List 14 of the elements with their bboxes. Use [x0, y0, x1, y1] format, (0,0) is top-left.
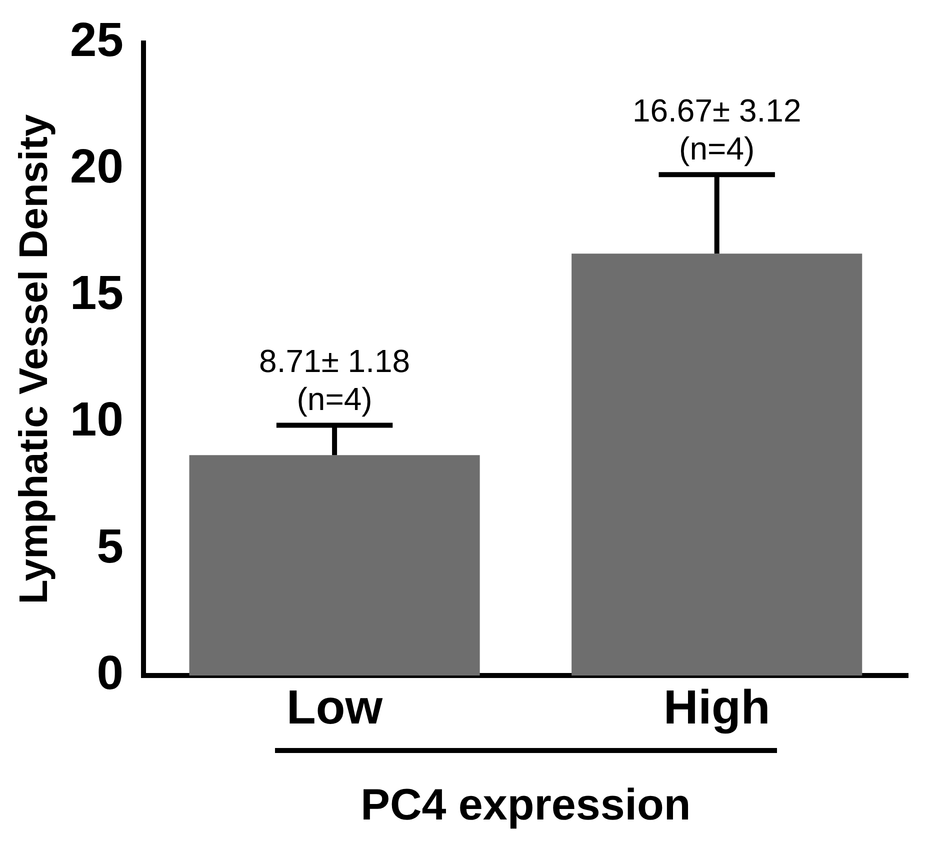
- annotation: (n=4): [679, 130, 755, 167]
- y-axis-title: Lymphatic Vessel Density: [12, 114, 56, 604]
- annotation: (n=4): [296, 381, 372, 418]
- y-tick-label: 5: [96, 520, 124, 574]
- annotation: 16.67± 3.12: [632, 92, 802, 129]
- x-tick-label: Low: [286, 682, 384, 735]
- y-tick-label: 20: [70, 140, 124, 194]
- annotation: 8.71± 1.18: [259, 343, 410, 380]
- y-tick-label: 15: [70, 267, 124, 320]
- y-tick-label: 25: [70, 14, 124, 68]
- x-axis-title: PC4 expression: [360, 780, 691, 830]
- y-tick-label: 0: [96, 646, 124, 700]
- x-tick-label: High: [664, 682, 770, 735]
- y-tick-label: 10: [70, 394, 124, 447]
